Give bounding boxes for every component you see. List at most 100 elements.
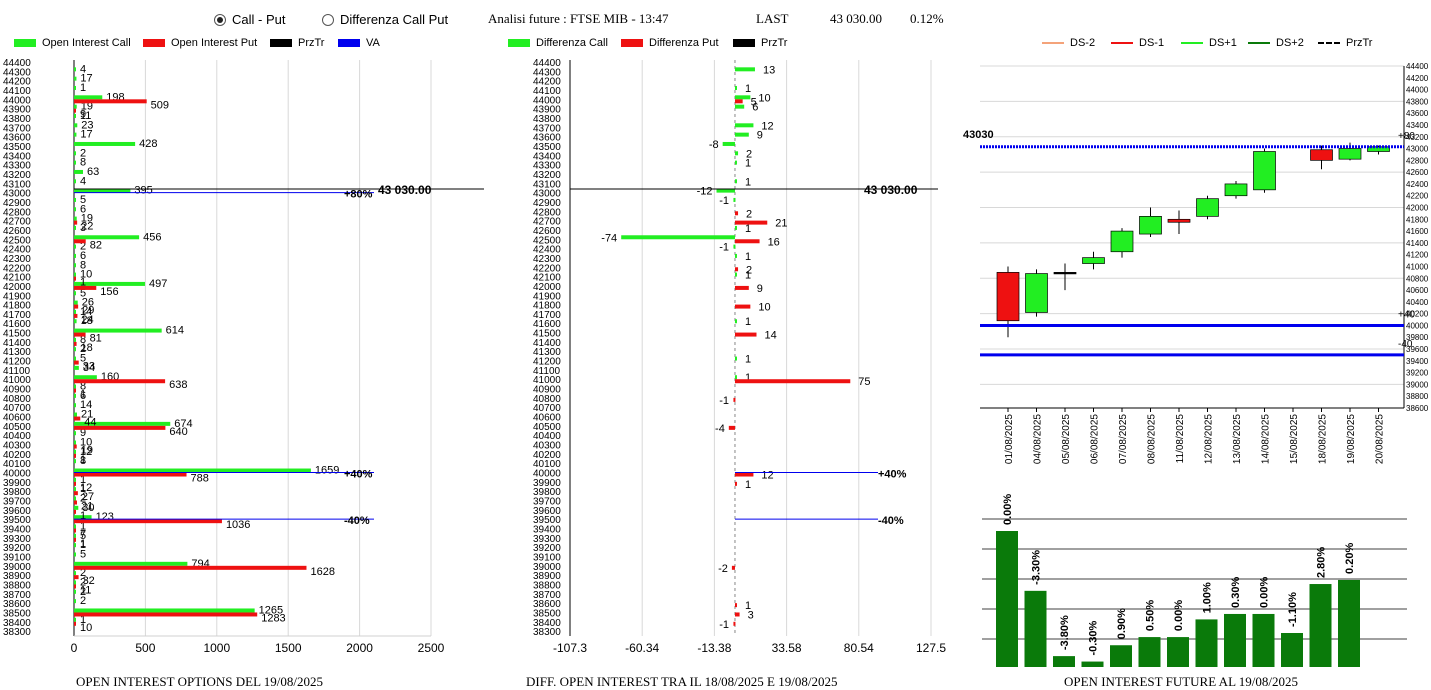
c1-call-bar — [74, 365, 79, 370]
c1-call-label: 8 — [80, 455, 86, 467]
c4-bar — [1138, 637, 1161, 667]
c3-y-tick: 43200 — [1406, 133, 1429, 142]
legend-label: Open Interest Call — [42, 37, 131, 49]
radio-call-put-dot[interactable] — [214, 13, 226, 26]
c3-candle-body — [996, 272, 1020, 322]
c1-va-label: +80% — [344, 189, 373, 201]
c2-strike-label: 44300 — [533, 67, 561, 78]
c1-call-label: 6 — [80, 203, 86, 215]
c1-call-bar — [74, 169, 83, 174]
c1-strike-label: 39800 — [3, 487, 31, 498]
c1-strike-label: 40400 — [3, 431, 31, 442]
c1-call-bar — [74, 608, 255, 613]
c4-bar-label: 0.00% — [1259, 577, 1271, 608]
c1-call-label: 19 — [81, 213, 93, 225]
c1-strike-label: 44400 — [3, 58, 31, 69]
c2-put-label: -4 — [715, 423, 725, 435]
c3-candle-body — [1110, 230, 1134, 253]
c3-y-tick: 41200 — [1406, 251, 1429, 260]
c1-call-label: 6 — [80, 250, 86, 262]
c2-call-label: -1 — [719, 242, 729, 254]
c2-call-bar — [734, 123, 754, 128]
c3-hline-label: -40 — [1398, 339, 1413, 350]
c2-call-label: 1 — [745, 316, 751, 328]
radio-diff[interactable]: Differenza Call Put — [322, 12, 448, 27]
c2-put-bar — [734, 603, 737, 608]
c1-call-bar — [74, 225, 76, 230]
last-pct: 0.12% — [910, 11, 944, 26]
c3-x-tick: 07/08/2025 — [1118, 414, 1129, 464]
c2-strike-label: 39000 — [533, 562, 561, 573]
c1-call-label: 12 — [80, 446, 92, 458]
c2-strike-label: 41700 — [533, 310, 561, 321]
c2-price-label: 43 030.00 — [864, 183, 918, 197]
c1-call-label: 3 — [80, 222, 86, 234]
c1-put-label: 788 — [191, 473, 209, 485]
c4-bar — [1053, 656, 1075, 667]
c1-call-label: 8 — [80, 334, 86, 346]
c2-call-bar — [734, 272, 737, 277]
legend-swatch — [508, 39, 530, 47]
c1-call-label: 428 — [139, 138, 157, 150]
c2-strike-label: 39700 — [533, 497, 561, 508]
c1-put-label: 18 — [81, 342, 93, 354]
c1-put-bar — [74, 444, 77, 449]
c2-call-bar — [722, 141, 735, 146]
c2-strike-label: 39900 — [533, 478, 561, 489]
c1-put-bar — [74, 108, 76, 113]
c1-put-label: 640 — [169, 426, 187, 438]
c1-strike-label: 42000 — [3, 282, 31, 293]
c2-strike-label: 39100 — [533, 552, 561, 563]
c2-call-bar — [734, 356, 737, 361]
c1-put-label: 32 — [83, 575, 95, 587]
c1-strike-label: 41200 — [3, 357, 31, 368]
c1-strike-label: 38700 — [3, 590, 31, 601]
c1-strike-label: 38900 — [3, 571, 31, 582]
c1-call-label: 2 — [80, 147, 86, 159]
c2-put-bar — [733, 621, 736, 626]
c3-y-tick: 40400 — [1406, 298, 1429, 307]
c3-y-tick: 44000 — [1406, 86, 1429, 95]
c4-bar — [1081, 661, 1104, 667]
c1-call-bar — [74, 328, 162, 333]
c2-strike-label: 42700 — [533, 217, 561, 228]
c1-call-bar — [74, 515, 92, 520]
c1-strike-label: 41400 — [3, 338, 31, 349]
c2-strike-label: 38400 — [533, 618, 561, 629]
c3-hline-label: +40 — [1398, 309, 1415, 320]
c2-strike-label: 39200 — [533, 543, 561, 554]
c1-put-label: 19 — [81, 445, 93, 457]
c4-bar — [1224, 613, 1246, 667]
c1-call-label: 10 — [80, 437, 92, 449]
chart1-footer: OPEN INTEREST OPTIONS DEL 19/08/2025 — [76, 674, 323, 689]
c2-strike-label: 42900 — [533, 198, 561, 209]
c2-strike-label: 41600 — [533, 319, 561, 330]
c1-strike-label: 40100 — [3, 459, 31, 470]
legend-diff-put: Differenza Put — [621, 37, 719, 49]
c1-call-bar — [74, 477, 76, 482]
legend-ds+1: DS+1 — [1181, 37, 1237, 49]
c1-call-bar — [74, 95, 103, 100]
legend-label: PrzTr — [761, 37, 788, 49]
c2-call-label: 1 — [745, 270, 751, 282]
c1-put-label: 21 — [81, 501, 93, 513]
c1-put-label: 1036 — [226, 519, 250, 531]
c1-put-label: 22 — [81, 221, 93, 233]
c2-put-label: 2 — [746, 208, 752, 220]
c2-strike-label: 38300 — [533, 627, 561, 638]
c1-put-label: 29 — [82, 305, 94, 317]
c1-strike-label: 42600 — [3, 226, 31, 237]
c3-y-tick: 38800 — [1406, 392, 1429, 401]
c4-bar-label: 2.80% — [1316, 547, 1328, 578]
c2-put-bar — [734, 211, 739, 216]
c1-call-bar — [74, 384, 76, 389]
c1-strike-label: 43800 — [3, 114, 31, 125]
radio-diff-dot[interactable] — [322, 13, 334, 26]
c1-call-bar — [74, 235, 140, 240]
c2-put-label: -1 — [719, 619, 729, 631]
c1-strike-label: 42900 — [3, 198, 31, 209]
c1-put-label: 1 — [80, 510, 86, 522]
c1-put-bar — [74, 360, 79, 365]
c2-call-bar — [734, 85, 737, 90]
radio-call-put[interactable]: Call - Put — [214, 12, 285, 27]
